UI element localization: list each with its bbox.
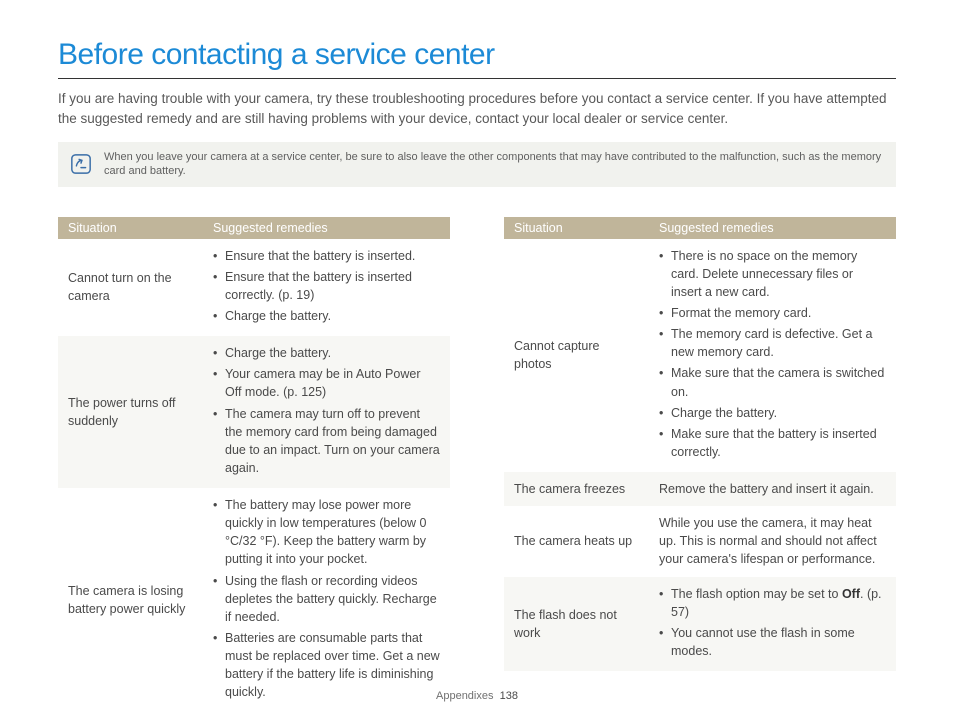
remedy-cell: The battery may lose power more quickly … xyxy=(203,488,450,712)
remedy-cell: While you use the camera, it may heat up… xyxy=(649,506,896,576)
situation-cell: The camera heats up xyxy=(504,506,649,576)
note-callout: When you leave your camera at a service … xyxy=(58,142,896,187)
list-item: The flash option may be set to Off. (p. … xyxy=(659,585,886,621)
intro-paragraph: If you are having trouble with your came… xyxy=(58,89,896,128)
note-icon xyxy=(70,153,92,175)
table-row: The camera heats up While you use the ca… xyxy=(504,506,896,576)
situation-cell: The power turns off suddenly xyxy=(58,336,203,488)
table-row: The flash does not work The flash option… xyxy=(504,577,896,672)
list-item: Your camera may be in Auto Power Off mod… xyxy=(213,365,440,401)
th-situation: Situation xyxy=(504,217,649,239)
situation-cell: The flash does not work xyxy=(504,577,649,672)
remedy-cell: There is no space on the memory card. De… xyxy=(649,239,896,472)
list-item: Charge the battery. xyxy=(213,344,440,362)
table-row: The power turns off suddenly Charge the … xyxy=(58,336,450,488)
list-item: Charge the battery. xyxy=(213,307,440,325)
list-item: The memory card is defective. Get a new … xyxy=(659,325,886,361)
list-item: The battery may lose power more quickly … xyxy=(213,496,440,569)
table-row: The camera freezes Remove the battery an… xyxy=(504,472,896,506)
troubleshoot-table-left: Situation Suggested remedies Cannot turn… xyxy=(58,217,450,713)
list-item: The camera may turn off to prevent the m… xyxy=(213,405,440,478)
note-text: When you leave your camera at a service … xyxy=(104,150,884,179)
remedy-cell: Charge the battery. Your camera may be i… xyxy=(203,336,450,488)
footer-page: 138 xyxy=(500,690,518,702)
list-item: Make sure that the camera is switched on… xyxy=(659,364,886,400)
list-item: Ensure that the battery is inserted. xyxy=(213,247,440,265)
left-column: Situation Suggested remedies Cannot turn… xyxy=(58,217,450,713)
right-column: Situation Suggested remedies Cannot capt… xyxy=(504,217,896,713)
remedy-cell: The flash option may be set to Off. (p. … xyxy=(649,577,896,672)
table-row: The camera is losing battery power quick… xyxy=(58,488,450,712)
situation-cell: Cannot turn on the camera xyxy=(58,239,203,337)
list-item: There is no space on the memory card. De… xyxy=(659,247,886,301)
troubleshoot-table-right: Situation Suggested remedies Cannot capt… xyxy=(504,217,896,671)
list-item: Make sure that the battery is inserted c… xyxy=(659,425,886,461)
situation-cell: Cannot capture photos xyxy=(504,239,649,472)
th-remedies: Suggested remedies xyxy=(649,217,896,239)
page-title: Before contacting a service center xyxy=(58,38,896,79)
table-row: Cannot turn on the camera Ensure that th… xyxy=(58,239,450,337)
remedy-cell: Ensure that the battery is inserted. Ens… xyxy=(203,239,450,337)
situation-cell: The camera is losing battery power quick… xyxy=(58,488,203,712)
list-item: Ensure that the battery is inserted corr… xyxy=(213,268,440,304)
list-item: Format the memory card. xyxy=(659,304,886,322)
list-item: Charge the battery. xyxy=(659,404,886,422)
tables-columns: Situation Suggested remedies Cannot turn… xyxy=(58,217,896,713)
list-item: You cannot use the flash in some modes. xyxy=(659,624,886,660)
table-row: Cannot capture photos There is no space … xyxy=(504,239,896,472)
footer-section: Appendixes xyxy=(436,690,494,702)
remedy-cell: Remove the battery and insert it again. xyxy=(649,472,896,506)
situation-cell: The camera freezes xyxy=(504,472,649,506)
list-item: Using the flash or recording videos depl… xyxy=(213,572,440,626)
page-footer: Appendixes 138 xyxy=(0,690,954,702)
th-remedies: Suggested remedies xyxy=(203,217,450,239)
th-situation: Situation xyxy=(58,217,203,239)
